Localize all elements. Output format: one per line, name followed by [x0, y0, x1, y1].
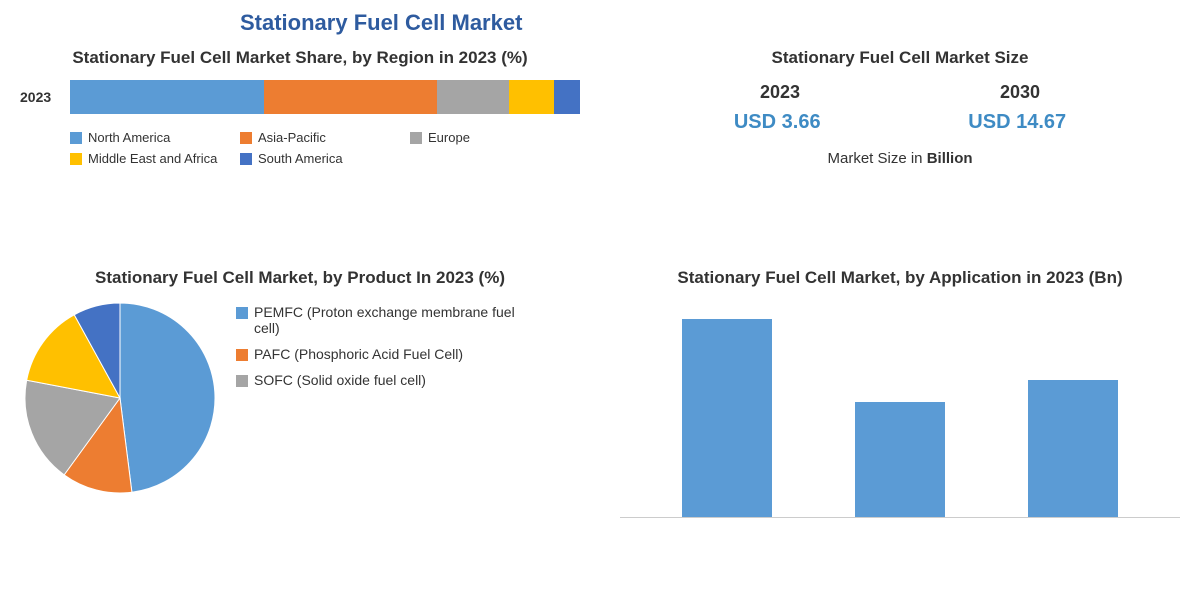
application-bar-title: Stationary Fuel Cell Market, by Applicat…	[620, 268, 1180, 288]
stacked-bar-row: 2023	[20, 80, 580, 114]
pie-slice	[120, 303, 215, 492]
legend-label: South America	[258, 151, 343, 166]
legend-swatch	[236, 375, 248, 387]
region-share-title: Stationary Fuel Cell Market Share, by Re…	[20, 48, 580, 68]
legend-label: Asia-Pacific	[258, 130, 326, 145]
legend-swatch	[236, 307, 248, 319]
pie-legend-item: SOFC (Solid oxide fuel cell)	[236, 372, 516, 388]
legend-label: PAFC (Phosphoric Acid Fuel Cell)	[254, 346, 463, 362]
region-legend: North America Asia-Pacific Europe Middle Ea…	[20, 130, 580, 166]
stacked-bar-year-label: 2023	[20, 89, 70, 105]
bar-A	[682, 319, 772, 517]
legend-swatch	[236, 349, 248, 361]
legend-swatch	[70, 132, 82, 144]
market-size-title: Stationary Fuel Cell Market Size	[620, 48, 1180, 68]
market-size-note: Market Size in Billion	[620, 150, 1180, 167]
market-size-years: 2023 2030	[660, 82, 1140, 103]
pie-legend: PEMFC (Proton exchange membrane fuel cel…	[236, 298, 516, 388]
chart-grid: Stationary Fuel Cell Market Share, by Re…	[20, 48, 1180, 568]
legend-swatch	[410, 132, 422, 144]
stacked-bar	[70, 80, 580, 114]
legend-label: PEMFC (Proton exchange membrane fuel cel…	[254, 304, 516, 336]
stacked-seg-north-america	[70, 80, 264, 114]
stacked-seg-asia-pacific	[264, 80, 437, 114]
legend-label: Europe	[428, 130, 470, 145]
main-title: Stationary Fuel Cell Market	[240, 10, 1180, 36]
note-bold: Billion	[927, 150, 973, 167]
year-2023: 2023	[760, 82, 800, 103]
region-share-panel: Stationary Fuel Cell Market Share, by Re…	[20, 48, 580, 258]
application-bar-panel: Stationary Fuel Cell Market, by Applicat…	[620, 268, 1180, 568]
legend-item-europe: Europe	[410, 130, 560, 145]
legend-item-asia-pacific: Asia-Pacific	[240, 130, 390, 145]
pie-legend-item: PEMFC (Proton exchange membrane fuel cel…	[236, 304, 516, 336]
legend-label: North America	[88, 130, 170, 145]
bar-B	[855, 402, 945, 518]
bar-chart	[620, 298, 1180, 518]
product-pie-panel: Stationary Fuel Cell Market, by Product …	[20, 268, 580, 568]
year-2030: 2030	[1000, 82, 1040, 103]
legend-item-north-america: North America	[70, 130, 220, 145]
market-size-values: USD 3.66 USD 14.67	[660, 111, 1140, 134]
value-2023: USD 3.66	[734, 111, 821, 134]
value-2030: USD 14.67	[968, 111, 1066, 134]
market-size-panel: Stationary Fuel Cell Market Size 2023 20…	[620, 48, 1180, 258]
stacked-seg-south-america	[554, 80, 580, 114]
pie-row: PEMFC (Proton exchange membrane fuel cel…	[20, 298, 580, 498]
legend-item-south-america: South America	[240, 151, 390, 166]
product-pie-title: Stationary Fuel Cell Market, by Product …	[20, 268, 580, 288]
stacked-seg-europe	[437, 80, 508, 114]
pie-legend-item: PAFC (Phosphoric Acid Fuel Cell)	[236, 346, 516, 362]
legend-item-middle-east-and-africa: Middle East and Africa	[70, 151, 220, 166]
stacked-seg-middle-east-and-africa	[509, 80, 555, 114]
legend-swatch	[70, 153, 82, 165]
legend-label: Middle East and Africa	[88, 151, 217, 166]
pie-chart	[20, 298, 220, 498]
bar-C	[1028, 380, 1118, 518]
legend-swatch	[240, 132, 252, 144]
legend-label: SOFC (Solid oxide fuel cell)	[254, 372, 426, 388]
legend-swatch	[240, 153, 252, 165]
